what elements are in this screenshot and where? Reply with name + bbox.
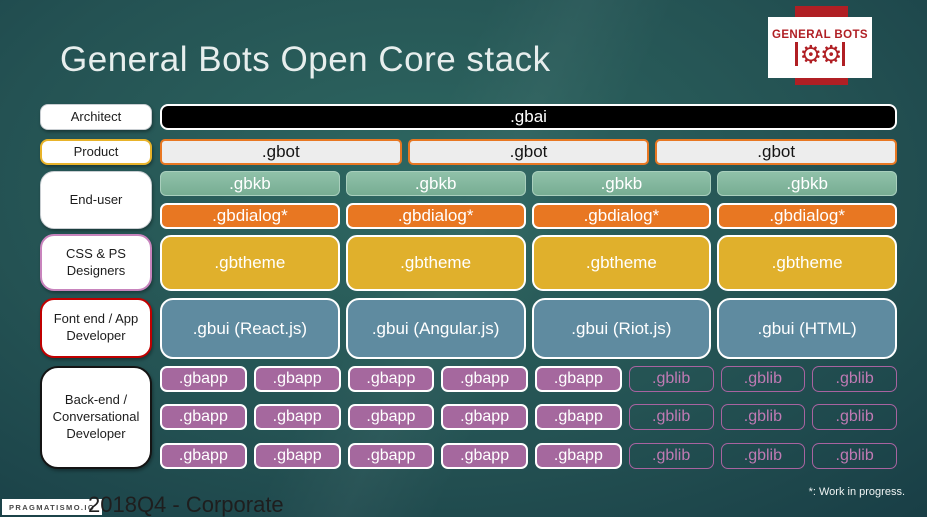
gbapp-box: .gbapp [253, 404, 341, 430]
gbapp-box: .gbapp [441, 443, 528, 469]
work-in-progress-footnote: *: Work in progress. [808, 486, 905, 498]
general-bots-logo: GENERAL BOTS ⚙⚙ [768, 17, 872, 78]
row-gbtheme: .gbtheme .gbtheme .gbtheme .gbtheme [160, 235, 897, 291]
row-gbapp-gblib-1: .gbapp .gbapp .gbapp .gbapp .gbapp .gbli… [160, 366, 897, 392]
gbdialog-box: .gbdialog* [531, 203, 712, 229]
row-gbot: .gbot .gbot .gbot [160, 139, 898, 165]
gbapp-box: .gbapp [253, 443, 341, 469]
gbui-angular-box: .gbui (Angular.js) [345, 298, 526, 359]
gbdialog-box: .gbdialog* [345, 203, 526, 229]
row-gbai: .gbai [160, 104, 897, 130]
role-label-frontend-app-developer: Font end / App Developer [40, 298, 152, 358]
gbot-box: .gbot [160, 139, 402, 165]
gbapp-box: .gbapp [441, 404, 528, 430]
gbapp-box: .gbapp [347, 366, 435, 392]
row-gbapp-gblib-3: .gbapp .gbapp .gbapp .gbapp .gbapp .gbli… [160, 443, 897, 469]
row-gbapp-gblib-2: .gbapp .gbapp .gbapp .gbapp .gbapp .gbli… [160, 404, 897, 430]
row-gbdialog: .gbdialog* .gbdialog* .gbdialog* .gbdial… [160, 203, 897, 229]
gbkb-box: .gbkb [160, 171, 340, 196]
gbapp-box: .gbapp [347, 443, 435, 469]
gbtheme-box: .gbtheme [717, 235, 897, 291]
gbapp-box: .gbapp [160, 366, 247, 392]
logo-wordmark: GENERAL BOTS [772, 28, 868, 41]
gblib-box: .gblib [720, 443, 806, 469]
gblib-box: .gblib [812, 366, 897, 392]
gbdialog-box: .gbdialog* [717, 203, 897, 229]
role-label-architect: Architect [40, 104, 152, 130]
gbkb-box: .gbkb [345, 171, 526, 196]
gbot-box: .gbot [407, 139, 650, 165]
row-gbui: .gbui (React.js) .gbui (Angular.js) .gbu… [160, 298, 897, 359]
gblib-box: .gblib [812, 404, 897, 430]
gblib-box: .gblib [628, 443, 714, 469]
gblib-box: .gblib [720, 404, 806, 430]
gblib-box: .gblib [628, 366, 714, 392]
gbtheme-box: .gbtheme [531, 235, 712, 291]
gbapp-box: .gbapp [160, 443, 247, 469]
gbui-riot-box: .gbui (Riot.js) [531, 298, 712, 359]
gear-glyphs: ⚙⚙ [799, 39, 843, 69]
gblib-box: .gblib [628, 404, 714, 430]
gbtheme-box: .gbtheme [160, 235, 340, 291]
role-label-backend-conversational-developer: Back-end / Conversational Developer [40, 366, 152, 469]
page-title: General Bots Open Core stack [60, 40, 551, 79]
gbapp-box: .gbapp [535, 443, 622, 469]
role-label-end-user: End-user [40, 171, 152, 229]
role-label-product: Product [40, 139, 152, 165]
gbui-html-box: .gbui (HTML) [717, 298, 897, 359]
row-gbkb: .gbkb .gbkb .gbkb .gbkb [160, 171, 897, 196]
gbui-react-box: .gbui (React.js) [160, 298, 340, 359]
gbapp-box: .gbapp [535, 404, 622, 430]
gears-icon: ⚙⚙ [794, 39, 846, 69]
pragmatismo-badge: PRAGMATISMO.IO [2, 499, 103, 515]
gbkb-box: .gbkb [531, 171, 712, 196]
gblib-box: .gblib [812, 443, 897, 469]
gbapp-box: .gbapp [347, 404, 435, 430]
gbdialog-box: .gbdialog* [160, 203, 340, 229]
gbkb-box: .gbkb [717, 171, 897, 196]
gear-bar-right [842, 42, 846, 66]
gbtheme-box: .gbtheme [345, 235, 526, 291]
gblib-box: .gblib [720, 366, 806, 392]
role-label-css-ps-designers: CSS & PS Designers [40, 234, 152, 291]
gbapp-box: .gbapp [441, 366, 528, 392]
gbapp-box: .gbapp [160, 404, 247, 430]
gear-bar-left [794, 42, 798, 66]
gbai-box: .gbai [160, 104, 897, 130]
gbapp-box: .gbapp [253, 366, 341, 392]
gbot-box: .gbot [655, 139, 898, 165]
gbapp-box: .gbapp [535, 366, 622, 392]
footer-caption: 2018Q4 - Corporate [88, 492, 284, 517]
